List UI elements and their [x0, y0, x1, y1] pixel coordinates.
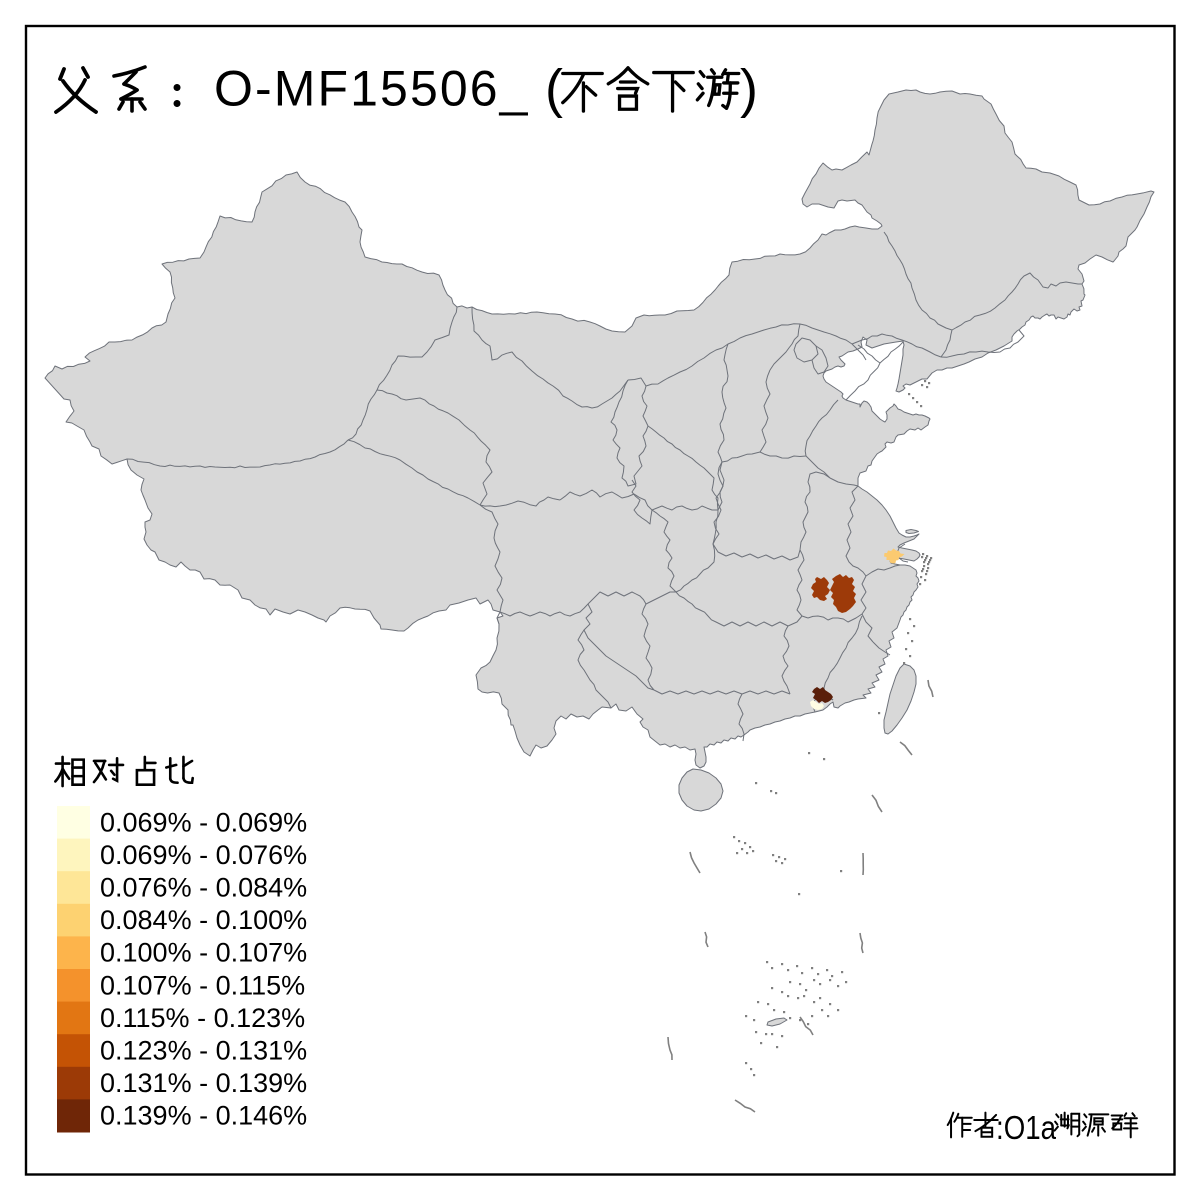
svg-text:0.107% - 0.115%: 0.107% - 0.115% — [100, 970, 305, 1000]
svg-text:O-MF15506_: O-MF15506_ — [214, 61, 530, 117]
svg-text:(: ( — [545, 59, 563, 119]
svg-text:0.131% - 0.139%: 0.131% - 0.139% — [100, 1068, 307, 1098]
svg-text:): ) — [740, 59, 758, 119]
svg-text:0.076% - 0.084%: 0.076% - 0.084% — [100, 873, 307, 903]
svg-text:0.069% - 0.076%: 0.069% - 0.076% — [100, 840, 307, 870]
svg-text:0.100% - 0.107%: 0.100% - 0.107% — [100, 938, 307, 968]
svg-text:0.084% - 0.100%: 0.084% - 0.100% — [100, 905, 307, 935]
svg-text:0.069% - 0.069%: 0.069% - 0.069% — [100, 807, 307, 837]
svg-text::O1a: :O1a — [996, 1109, 1057, 1146]
svg-text:0.115% - 0.123%: 0.115% - 0.123% — [100, 1003, 305, 1033]
svg-text:0.123% - 0.131%: 0.123% - 0.131% — [100, 1036, 307, 1066]
svg-text:0.139% - 0.146%: 0.139% - 0.146% — [100, 1101, 307, 1131]
